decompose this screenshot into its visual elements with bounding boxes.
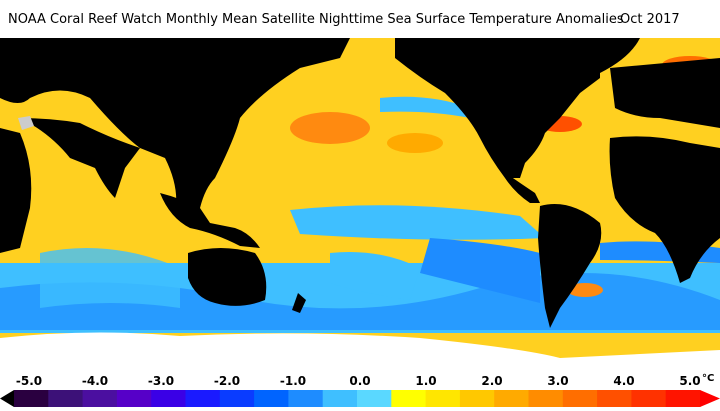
africa-east-edge [0, 128, 32, 253]
north-pacific-warm-blob-2 [387, 133, 443, 153]
colorbar-segment [391, 390, 427, 407]
colorbar-segment [116, 390, 152, 407]
colorbar-segment [494, 390, 529, 407]
tick-label: 0.0 [349, 374, 371, 388]
colorbar-segment [322, 390, 358, 407]
central-america [505, 176, 540, 203]
caspian-ice-nodata [18, 116, 34, 130]
tick-label: -2.0 [213, 374, 241, 388]
arabia-india-land [20, 118, 140, 198]
colorbar-segment [48, 390, 84, 407]
eurasia-land [0, 38, 350, 223]
antarctica-ice [0, 332, 720, 370]
colorbar-segment [562, 390, 598, 407]
map-title: NOAA Coral Reef Watch Monthly Mean Satel… [0, 12, 720, 32]
colorbar-segment [665, 390, 701, 407]
tick-label: 4.0 [613, 374, 635, 388]
tick-label: 3.0 [547, 374, 569, 388]
indian-ocean-south-cool [40, 248, 180, 308]
tick-label: 2.0 [481, 374, 503, 388]
colorbar-legend: -5.0 -4.0 -3.0 -2.0 -1.0 0.0 1.0 2.0 3.0… [0, 373, 720, 411]
south-pacific-cool-patch [330, 252, 420, 300]
date-label: Oct 2017 [620, 12, 680, 27]
colorbar-segment [425, 390, 461, 407]
land-masses [0, 38, 720, 328]
equatorial-pacific-cool-tongue [290, 205, 545, 240]
tick-label: -5.0 [15, 374, 43, 388]
colorbar-segment [14, 390, 49, 407]
europe-land [610, 58, 720, 128]
colorbar-segment [219, 390, 255, 407]
tick-label: -3.0 [147, 374, 175, 388]
colorbar [0, 390, 720, 407]
tick-label: -4.0 [81, 374, 109, 388]
colorbar-segment [185, 390, 221, 407]
sst-anomaly-map [0, 38, 720, 370]
colorbar-segment [631, 390, 667, 407]
unit-label: °C [702, 373, 715, 384]
tick-label: -1.0 [279, 374, 307, 388]
east-pacific-cold [420, 238, 540, 303]
africa-west-land [609, 136, 720, 283]
colorbar-segment [82, 390, 118, 407]
australia-land [188, 248, 267, 306]
north-america-land [395, 38, 600, 178]
tick-label: 1.0 [415, 374, 437, 388]
colorbar-segment [151, 390, 186, 407]
colorbar-segment [254, 390, 289, 407]
colorbar-left-arrow [0, 390, 14, 407]
new-zealand [292, 293, 306, 313]
colorbar-segment [288, 390, 324, 407]
tick-label: 5.0 [679, 374, 701, 388]
colorbar-segment [357, 390, 392, 407]
colorbar-segment [597, 390, 632, 407]
colorbar-segment [528, 390, 564, 407]
colorbar-right-arrow [700, 390, 720, 407]
map-svg [0, 38, 720, 370]
south-atlantic-warm-spot [567, 283, 603, 297]
se-asia-islands [160, 193, 260, 248]
colorbar-segment [459, 390, 495, 407]
south-america-land [538, 204, 602, 328]
greenland [560, 38, 640, 73]
north-pacific-cool-streaks [380, 96, 470, 118]
north-pacific-warm-blob [290, 112, 370, 144]
title-text: NOAA Coral Reef Watch Monthly Mean Satel… [8, 12, 624, 27]
